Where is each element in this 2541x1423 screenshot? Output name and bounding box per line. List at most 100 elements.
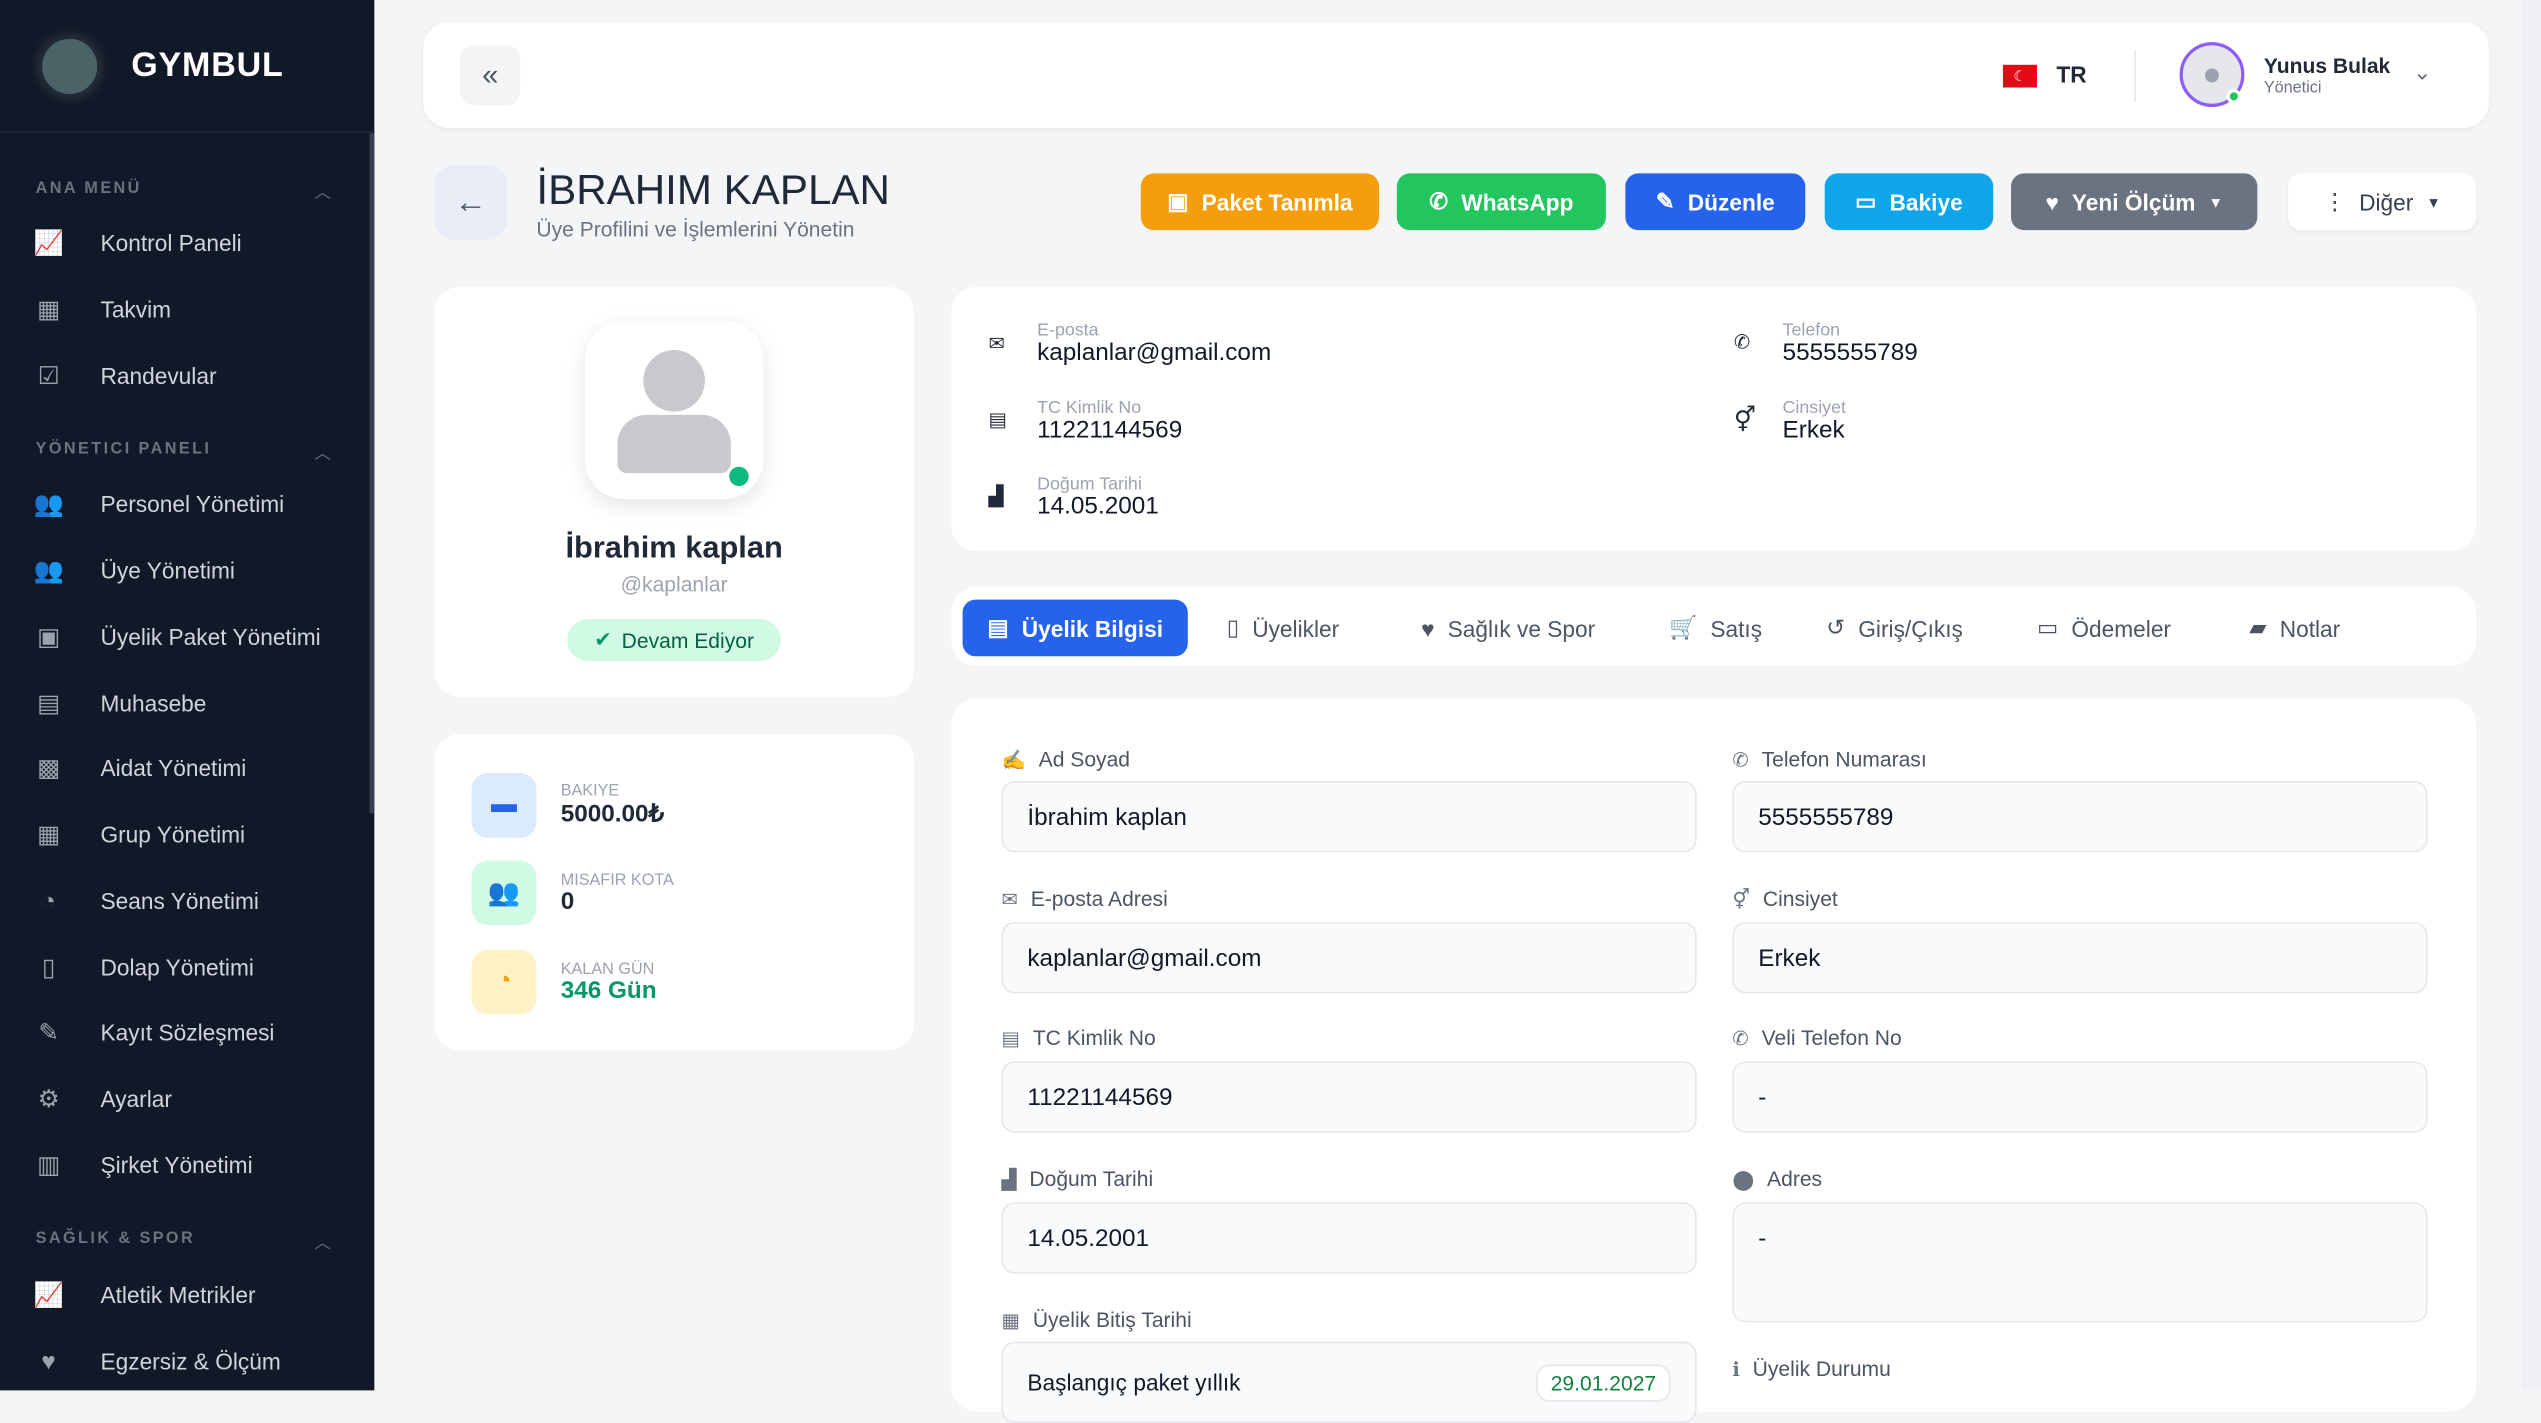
money-icon: ▩	[37, 755, 61, 783]
sidebar-item-uye[interactable]: 👥 Üye Yönetimi	[0, 541, 365, 599]
more-vertical-icon: ⋮	[2323, 187, 2347, 214]
tabs-bar	[951, 586, 2477, 667]
building-icon: ▥	[37, 1152, 61, 1180]
sidebar-item-paket[interactable]: ▣ Üyelik Paket Yönetimi	[0, 608, 365, 666]
chevron-down-icon[interactable]: ⌄	[2412, 58, 2432, 85]
info-label: TC Kimlik No	[1037, 398, 1142, 419]
sidebar-item-takvim[interactable]: ▦ Takvim	[0, 280, 365, 338]
id-card-icon: ▤	[1001, 1026, 1020, 1050]
info-birthdate: 14.05.2001	[1037, 492, 1159, 521]
cinsiyet-field[interactable]: Erkek	[1732, 922, 2428, 994]
language-selector[interactable]: TR	[2056, 61, 2087, 88]
tab-satis[interactable]: 🛒 Satış	[1669, 614, 1763, 641]
gymbul-logo	[38, 35, 101, 98]
sidebar-item-ayarlar[interactable]: ⚙ Ayarlar	[0, 1070, 365, 1128]
collapse-sidebar-button[interactable]: «	[460, 45, 521, 106]
veli-telefon-label: ✆ Veli Telefon No	[1732, 1025, 1902, 1051]
sidebar-item-randevular[interactable]: ☑ Randevular	[0, 347, 365, 405]
calendar-check-icon: ☑	[37, 362, 60, 391]
sticky-note-icon: ▰	[2249, 614, 2267, 641]
adres-field[interactable]: -	[1732, 1202, 2428, 1323]
tab-uyelik-bilgisi[interactable]: ▤ Üyelik Bilgisi	[962, 599, 1188, 657]
cinsiyet-label: ⚥ Cinsiyet	[1732, 886, 1838, 911]
calendar-icon: ▦	[37, 296, 61, 325]
check-circle-icon: ✔	[594, 627, 612, 652]
whatsapp-icon: ✆	[1429, 187, 1449, 214]
tab-giris-cikis[interactable]: ↺ Giriş/Çıkış	[1826, 614, 1963, 641]
file-icon: ▯	[1226, 614, 1240, 641]
sidebar-item-muhasebe[interactable]: ▤ Muhasebe	[0, 674, 365, 732]
page-title: İBRAHIM KAPLAN	[536, 165, 890, 214]
duzenle-button[interactable]: ✎ Düzenle	[1625, 173, 1806, 231]
sidebar-item-grup[interactable]: ▦ Grup Yönetimi	[0, 805, 365, 863]
info-label: Doğum Tarihi	[1037, 474, 1142, 495]
id-badge-icon: ▣	[1167, 187, 1189, 214]
package-name: Başlangıç paket yıllık	[1027, 1369, 1241, 1396]
chart-line-icon: 📈	[33, 1281, 64, 1310]
avatar[interactable]: ●	[2179, 42, 2245, 107]
door-icon: ▯	[41, 954, 56, 983]
tab-notlar[interactable]: ▰ Notlar	[2249, 614, 2341, 641]
dogum-tarihi-label: ▟ Doğum Tarihi	[1001, 1166, 1154, 1192]
birthday-cake-icon: ▟	[988, 484, 1004, 508]
ad-soyad-label: ✍ Ad Soyad	[1001, 747, 1131, 772]
sidebar-item-sirket[interactable]: ▥ Şirket Yönetimi	[0, 1136, 365, 1194]
telefon-field[interactable]: 5555555789	[1732, 781, 2428, 853]
profile-card: İbrahim kaplan @kaplanlar ✔ Devam Ediyor	[434, 286, 914, 697]
page-scrollbar[interactable]	[2521, 0, 2541, 1391]
signature-icon: ✍	[1001, 747, 1026, 771]
sidebar-item-kontrol-paneli[interactable]: 📈 Kontrol Paneli	[0, 214, 365, 272]
sidebar-item-seans[interactable]: ◔ Seans Yönetimi	[0, 872, 365, 930]
section-yonetici-paneli: YÖNETICI PANELI	[35, 440, 212, 459]
membership-info-form: ✍ Ad Soyad İbrahim kaplan ✆ Telefon Numara…	[951, 698, 2477, 1423]
yeni-olcum-button[interactable]: ♥ Yeni Ölçüm ▼	[2011, 173, 2258, 231]
sidebar-scrollbar[interactable]	[369, 132, 375, 814]
sidebar-item-dolap[interactable]: ▯ Dolap Yönetimi	[0, 938, 365, 996]
gender-icon: ⚥	[1733, 406, 1756, 435]
clock-icon: ◔	[41, 887, 56, 915]
back-button[interactable]: ←	[434, 165, 508, 240]
dogum-tarihi-field[interactable]: 14.05.2001	[1001, 1202, 1697, 1274]
chart-line-icon: 📈	[33, 230, 64, 258]
stat-label: KALAN GÜN	[560, 960, 655, 979]
paket-tanimla-button[interactable]: ▣ Paket Tanımla	[1140, 173, 1380, 231]
history-icon: ↺	[1826, 614, 1846, 641]
chevron-up-icon[interactable]: ︿	[314, 184, 331, 203]
divider	[2134, 50, 2136, 103]
sidebar-item-atletik[interactable]: 📈 Atletik Metrikler	[0, 1266, 365, 1324]
caret-down-icon: ▼	[2208, 193, 2223, 210]
brand-name: GYMBUL	[131, 46, 284, 85]
bakiye-button[interactable]: ▭ Bakiye	[1824, 173, 1994, 231]
gear-icon: ⚙	[37, 1085, 60, 1114]
uyelik-durumu-label: ℹ Üyelik Durumu	[1732, 1356, 1891, 1381]
birthday-cake-icon: ▟	[1001, 1167, 1017, 1191]
sidebar-item-sozlesme[interactable]: ✎ Kayıt Sözleşmesi	[0, 1003, 365, 1061]
sidebar-item-personel[interactable]: 👥 Personel Yönetimi	[0, 475, 365, 533]
tab-odemeler[interactable]: ▭ Ödemeler	[2036, 614, 2171, 641]
ad-soyad-field[interactable]: İbrahim kaplan	[1001, 781, 1697, 853]
diger-button[interactable]: ⋮ Diğer ▼	[2288, 173, 2477, 231]
sidebar-item-aidat[interactable]: ▩ Aidat Yönetimi	[0, 739, 365, 797]
turkey-flag-icon: ☾	[2002, 64, 2037, 88]
tc-field[interactable]: 11221144569	[1001, 1061, 1697, 1133]
file-signature-icon: ✎	[38, 1019, 59, 1047]
telefon-label: ✆ Telefon Numarası	[1732, 747, 1927, 772]
phone-icon: ✆	[1732, 1026, 1749, 1050]
veli-telefon-field[interactable]: -	[1732, 1061, 2428, 1133]
chevron-up-icon[interactable]: ︿	[314, 445, 331, 464]
heart-pulse-icon: ♥	[41, 1347, 56, 1375]
tab-uyelikler[interactable]: ▯ Üyelikler	[1226, 614, 1340, 641]
eposta-field[interactable]: kaplanlar@gmail.com	[1001, 922, 1697, 994]
uyelik-bitis-field[interactable]: Başlangıç paket yıllık 29.01.2027	[1001, 1341, 1697, 1423]
sidebar-item-egzersiz[interactable]: ♥ Egzersiz & Ölçüm	[0, 1332, 365, 1390]
id-card-icon: ▤	[988, 408, 1007, 432]
profile-name: İbrahim kaplan	[565, 531, 783, 566]
tab-saglik-spor[interactable]: ♥ Sağlık ve Spor	[1421, 614, 1596, 641]
user-role: Yönetici	[2263, 79, 2322, 98]
phone-icon: ✆	[1732, 747, 1749, 771]
wallet-icon: ▭	[1855, 187, 1877, 214]
chevron-up-icon[interactable]: ︿	[314, 1234, 331, 1253]
stats-card: ▬ BAKIYE 5000.00₺ 👥 MISAFIR KOTA 0 ◔ KAL…	[434, 734, 914, 1051]
whatsapp-button[interactable]: ✆ WhatsApp	[1396, 173, 1606, 231]
status-badge: ✔ Devam Ediyor	[567, 619, 782, 662]
